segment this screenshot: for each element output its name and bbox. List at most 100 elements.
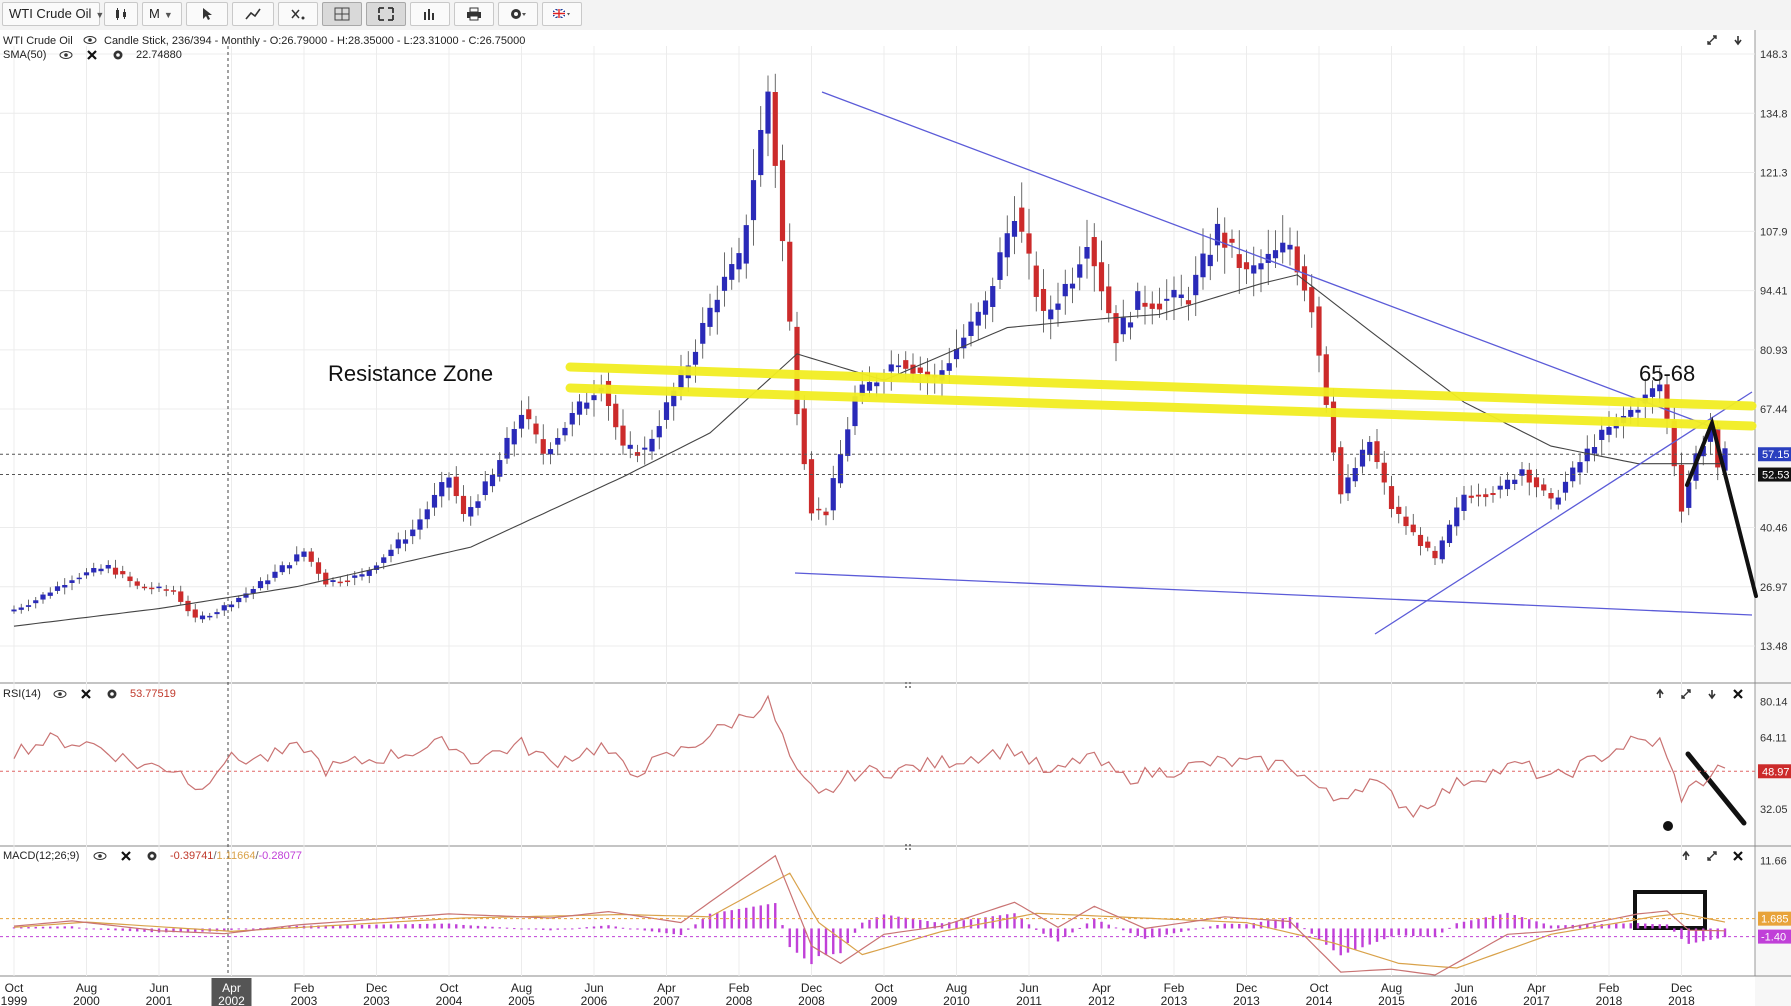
macd-hist-bar <box>107 928 110 931</box>
time-tick-year: 2002 <box>218 994 245 1006</box>
price-tick-label: 67.44 <box>1760 404 1788 416</box>
expand-panel-icon[interactable] <box>1681 689 1691 699</box>
macd-hist-bar <box>1100 921 1103 929</box>
macd-hist-bar <box>1158 928 1161 937</box>
macd-hist-bar <box>1586 924 1589 929</box>
macd-hist-bar <box>542 928 545 930</box>
candle <box>895 353 902 375</box>
macd-signal-line <box>13 872 1726 969</box>
macd-hist-bar <box>759 905 762 929</box>
macd-hist-bar <box>527 928 530 930</box>
eye-icon[interactable] <box>59 51 73 59</box>
gear-icon[interactable] <box>107 689 117 699</box>
crosshair-icon <box>334 7 350 21</box>
resistance-line-lower <box>565 383 1757 431</box>
macd-hist-bar <box>331 925 335 929</box>
macd-hist-bar <box>1071 928 1074 933</box>
eye-icon[interactable] <box>53 690 67 698</box>
candle <box>1657 367 1663 403</box>
macd-hist-bar <box>223 928 226 932</box>
arrow-down-icon[interactable] <box>1734 36 1742 46</box>
candle <box>866 366 873 398</box>
time-tick-year: 2006 <box>581 994 608 1006</box>
macd-hist-bar <box>1317 928 1321 940</box>
eye-icon[interactable] <box>83 36 97 44</box>
candle <box>1164 279 1170 321</box>
close-icon[interactable] <box>87 50 97 60</box>
macd-hist-bar <box>172 928 175 933</box>
volume-button[interactable] <box>410 2 450 26</box>
gear-icon[interactable] <box>113 50 123 60</box>
series-info: Candle Stick, 236/394 - Monthly - O:26.7… <box>104 35 525 47</box>
candle <box>1497 476 1503 499</box>
candle <box>1490 486 1496 503</box>
candle <box>1280 215 1286 264</box>
candle <box>729 247 735 290</box>
macd-hist-bar <box>824 928 828 956</box>
macd-hist-bar <box>1354 928 1357 950</box>
candle <box>1374 429 1380 469</box>
close-icon[interactable] <box>81 689 91 699</box>
fullscreen-toggle[interactable] <box>366 2 406 26</box>
macd-hist-bar <box>774 903 777 929</box>
gear-icon[interactable] <box>147 851 157 861</box>
macd-hist-bar <box>817 928 820 957</box>
macd-hist-bar <box>1390 928 1393 937</box>
candle <box>750 149 757 246</box>
macd-hist-bar <box>621 927 625 929</box>
eye-icon[interactable] <box>93 852 107 860</box>
move-down-icon[interactable] <box>1708 690 1716 700</box>
candle <box>700 307 706 359</box>
macd-hist-bar <box>78 927 81 929</box>
price-tick-label: 134.8 <box>1760 108 1788 120</box>
macd-hist-bar <box>1049 928 1052 938</box>
macd-hist-bar <box>317 925 320 929</box>
candle <box>315 557 322 581</box>
price-chart[interactable]: Resistance Zone 65-68 148.3 134.8 121.3 107… <box>0 30 1791 1006</box>
period-select[interactable]: M ▼ <box>142 2 182 26</box>
panel-resize-handle[interactable] <box>905 682 911 688</box>
candle <box>54 581 61 595</box>
move-up-icon[interactable] <box>1656 688 1664 698</box>
candle <box>98 564 104 575</box>
chart-type-button[interactable] <box>104 2 138 26</box>
symbol-select[interactable]: WTI Crude Oil ▼ <box>2 2 104 26</box>
macd-axis-ticks: 11.66 1.685 -1.40 <box>1758 856 1791 944</box>
indicator-button[interactable] <box>278 2 318 26</box>
language-button[interactable] <box>542 2 582 26</box>
macd-hist-bar <box>1078 927 1081 929</box>
candle <box>504 427 510 464</box>
uk-flag-icon <box>553 8 570 19</box>
price-tick-label: 80.93 <box>1760 345 1788 357</box>
crosshair-toggle[interactable] <box>322 2 362 26</box>
expand-panel-icon[interactable] <box>1707 35 1717 45</box>
macd-hist-bar <box>1165 928 1168 935</box>
panel-resize-handle[interactable] <box>905 844 911 850</box>
close-icon[interactable] <box>1733 689 1743 699</box>
move-up-icon[interactable] <box>1682 850 1690 860</box>
macd-hist-bar <box>1557 925 1560 929</box>
cursor-tool-button[interactable] <box>186 2 228 26</box>
close-icon[interactable] <box>121 851 131 861</box>
price-tick-label: 121.3 <box>1760 168 1788 180</box>
macd-hist-bar <box>1114 927 1118 929</box>
macd-hist-bar <box>861 922 864 929</box>
macd-hist-bar <box>868 919 871 929</box>
macd-hist-bar <box>882 914 886 929</box>
print-button[interactable] <box>454 2 494 26</box>
macd-hist-bar <box>1064 928 1067 937</box>
candle <box>207 612 213 621</box>
candle <box>1258 249 1264 293</box>
macd-hist-bar <box>672 928 675 935</box>
candle <box>1323 346 1329 413</box>
expand-panel-icon[interactable] <box>1707 851 1717 861</box>
candle <box>47 587 53 599</box>
time-tick-month: Dec <box>366 981 387 995</box>
drawing-tool-button[interactable] <box>232 2 274 26</box>
settings-button[interactable] <box>498 2 538 26</box>
macd-hist-bar <box>781 925 784 929</box>
close-icon[interactable] <box>1733 851 1743 861</box>
macd-hist-bar <box>128 928 132 932</box>
candle <box>1345 464 1351 501</box>
